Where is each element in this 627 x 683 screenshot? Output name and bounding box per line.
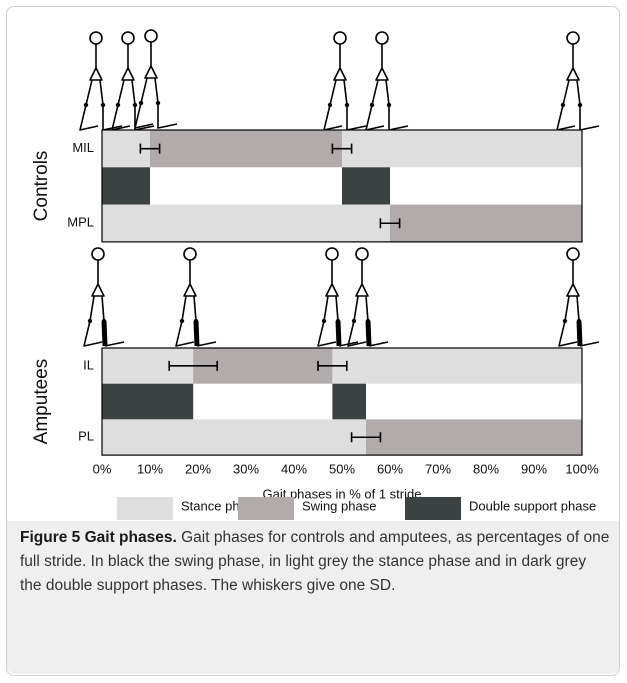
phase-segment bbox=[342, 167, 390, 204]
phase-segment bbox=[102, 205, 390, 242]
row-label: MPL bbox=[67, 215, 94, 230]
group-label: Controls bbox=[31, 151, 52, 222]
row-label: IL bbox=[83, 357, 94, 372]
legend-label: Double support phase bbox=[469, 498, 596, 513]
row-label: MIL bbox=[72, 140, 94, 155]
phase-segment bbox=[332, 384, 366, 420]
row-label: PL bbox=[78, 429, 94, 444]
phase-segment bbox=[332, 348, 582, 384]
phase-segment bbox=[150, 130, 342, 167]
x-tick-label: 60% bbox=[377, 461, 403, 476]
x-tick-label: 30% bbox=[233, 461, 259, 476]
x-tick-label: 0% bbox=[93, 461, 112, 476]
legend-swatch bbox=[405, 497, 461, 520]
x-tick-label: 80% bbox=[473, 461, 499, 476]
x-tick-label: 10% bbox=[137, 461, 163, 476]
legend-swatch bbox=[238, 497, 294, 520]
phase-segment bbox=[102, 384, 193, 420]
phase-segment bbox=[102, 419, 366, 455]
x-tick-label: 20% bbox=[185, 461, 211, 476]
x-tick-label: 90% bbox=[521, 461, 547, 476]
x-tick-label: 70% bbox=[425, 461, 451, 476]
chart: Gait phases in % of 1 stride ControlsMIL… bbox=[0, 0, 627, 520]
legend-label: Swing phase bbox=[302, 498, 376, 513]
x-tick-label: 50% bbox=[329, 461, 355, 476]
phase-segment bbox=[102, 167, 150, 204]
page: Figure 5 Gait phases. Gait phases for co… bbox=[0, 0, 627, 683]
caption: Figure 5 Gait phases. Gait phases for co… bbox=[20, 526, 610, 598]
group-label: Amputees bbox=[31, 359, 52, 445]
caption-label: Figure 5 Gait phases. bbox=[20, 529, 177, 546]
x-tick-label: 100% bbox=[565, 461, 599, 476]
stick-figures bbox=[80, 30, 599, 346]
phase-segment bbox=[390, 205, 582, 242]
legend-swatch bbox=[117, 497, 173, 520]
phase-segment bbox=[366, 419, 582, 455]
x-tick-label: 40% bbox=[281, 461, 307, 476]
phase-segment bbox=[342, 130, 582, 167]
